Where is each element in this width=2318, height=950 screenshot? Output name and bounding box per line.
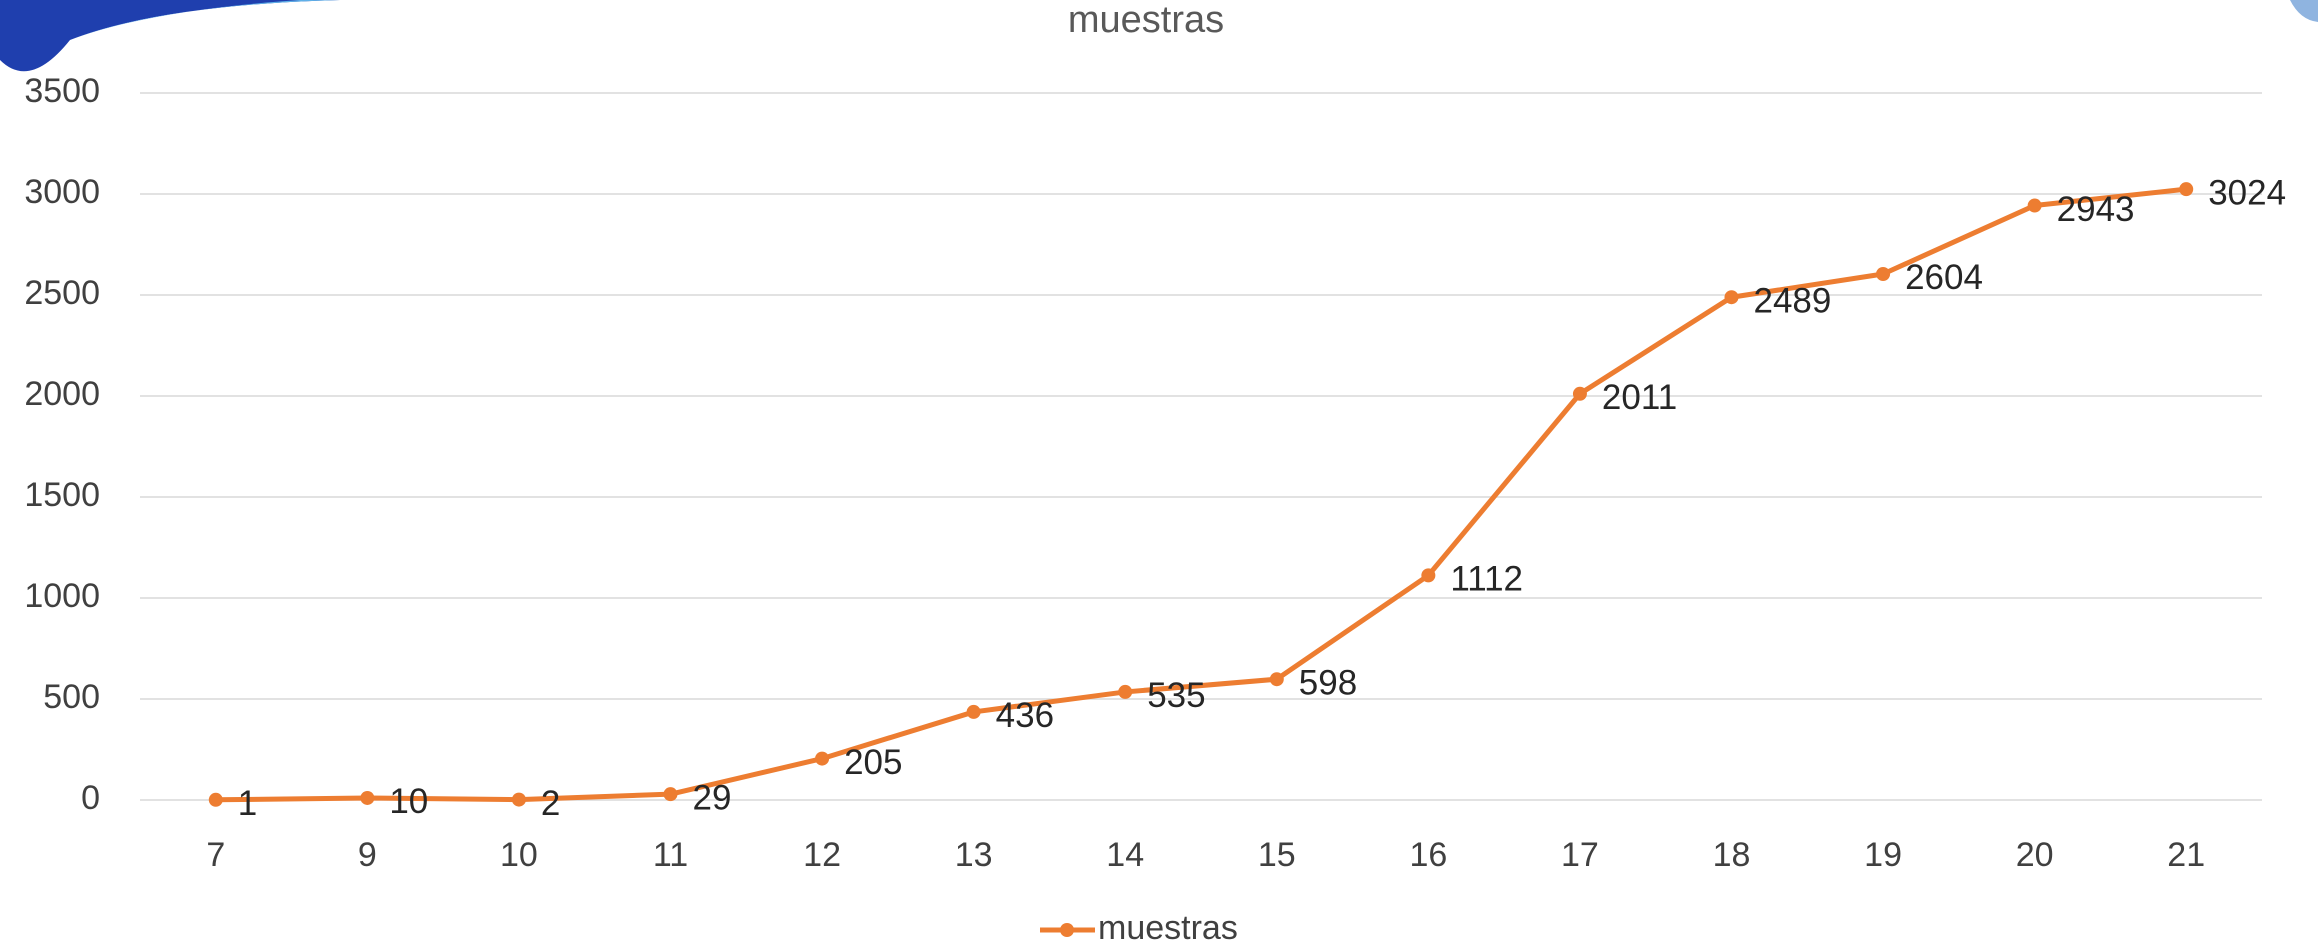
y-tick-label: 2500: [24, 274, 100, 312]
x-tick-label: 12: [803, 836, 841, 874]
x-tick-label: 7: [206, 836, 225, 874]
point: [208, 792, 223, 807]
y-tick-label: 1500: [24, 476, 100, 514]
point: [966, 704, 981, 719]
data-label: 2011: [1602, 378, 1677, 417]
y-tick-label: 1000: [24, 577, 100, 615]
data-label: 1: [238, 784, 257, 823]
point: [1876, 266, 1891, 281]
point: [2027, 198, 2042, 213]
x-tick-label: 21: [2167, 836, 2205, 874]
y-tick-label: 3000: [24, 173, 100, 211]
data-label: 29: [693, 778, 732, 817]
x-tick-label: 10: [500, 836, 538, 874]
x-tick-label: 13: [955, 836, 993, 874]
decoration: [0, 0, 340, 72]
x-tick-label: 14: [1106, 836, 1144, 874]
y-tick-label: 500: [43, 678, 100, 716]
data-label: 2489: [1754, 281, 1832, 320]
x-tick-label: 17: [1561, 836, 1599, 874]
data-label: 535: [1147, 676, 1205, 715]
data-label: 2604: [1905, 258, 1983, 297]
x-tick-label: 16: [1409, 836, 1447, 874]
point: [2179, 182, 2194, 197]
y-tick-label: 2000: [24, 375, 100, 413]
y-tick-label: 3500: [24, 72, 100, 110]
decoration: [2290, 0, 2318, 22]
series-line: [215, 186, 2187, 803]
data-label: 598: [1299, 663, 1357, 702]
data-label: 2: [541, 784, 560, 823]
point: [1269, 672, 1284, 687]
x-tick-label: 9: [358, 836, 377, 874]
data-label: 3024: [2208, 173, 2286, 212]
point: [1572, 386, 1587, 401]
x-tick-label: 18: [1713, 836, 1751, 874]
y-tick-label: 0: [81, 779, 100, 817]
data-label: 10: [389, 782, 428, 821]
data-label: 205: [844, 743, 902, 782]
point: [1118, 684, 1133, 699]
x-tick-label: 20: [2016, 836, 2054, 874]
point: [663, 787, 678, 802]
data-label: 436: [996, 696, 1054, 735]
point: [360, 790, 375, 805]
point: [1421, 568, 1436, 583]
legend-label: muestras: [1098, 909, 1238, 947]
x-tick-label: 11: [653, 836, 688, 874]
point: [1724, 290, 1739, 305]
x-tick-label: 15: [1258, 836, 1296, 874]
chart-title: muestras: [1068, 0, 1224, 41]
x-tick-label: 19: [1864, 836, 1902, 874]
point: [815, 751, 830, 766]
data-label: 2943: [2057, 190, 2135, 229]
data-label: 1112: [1450, 560, 1523, 599]
legend-marker: [1060, 923, 1074, 937]
point: [511, 792, 526, 807]
